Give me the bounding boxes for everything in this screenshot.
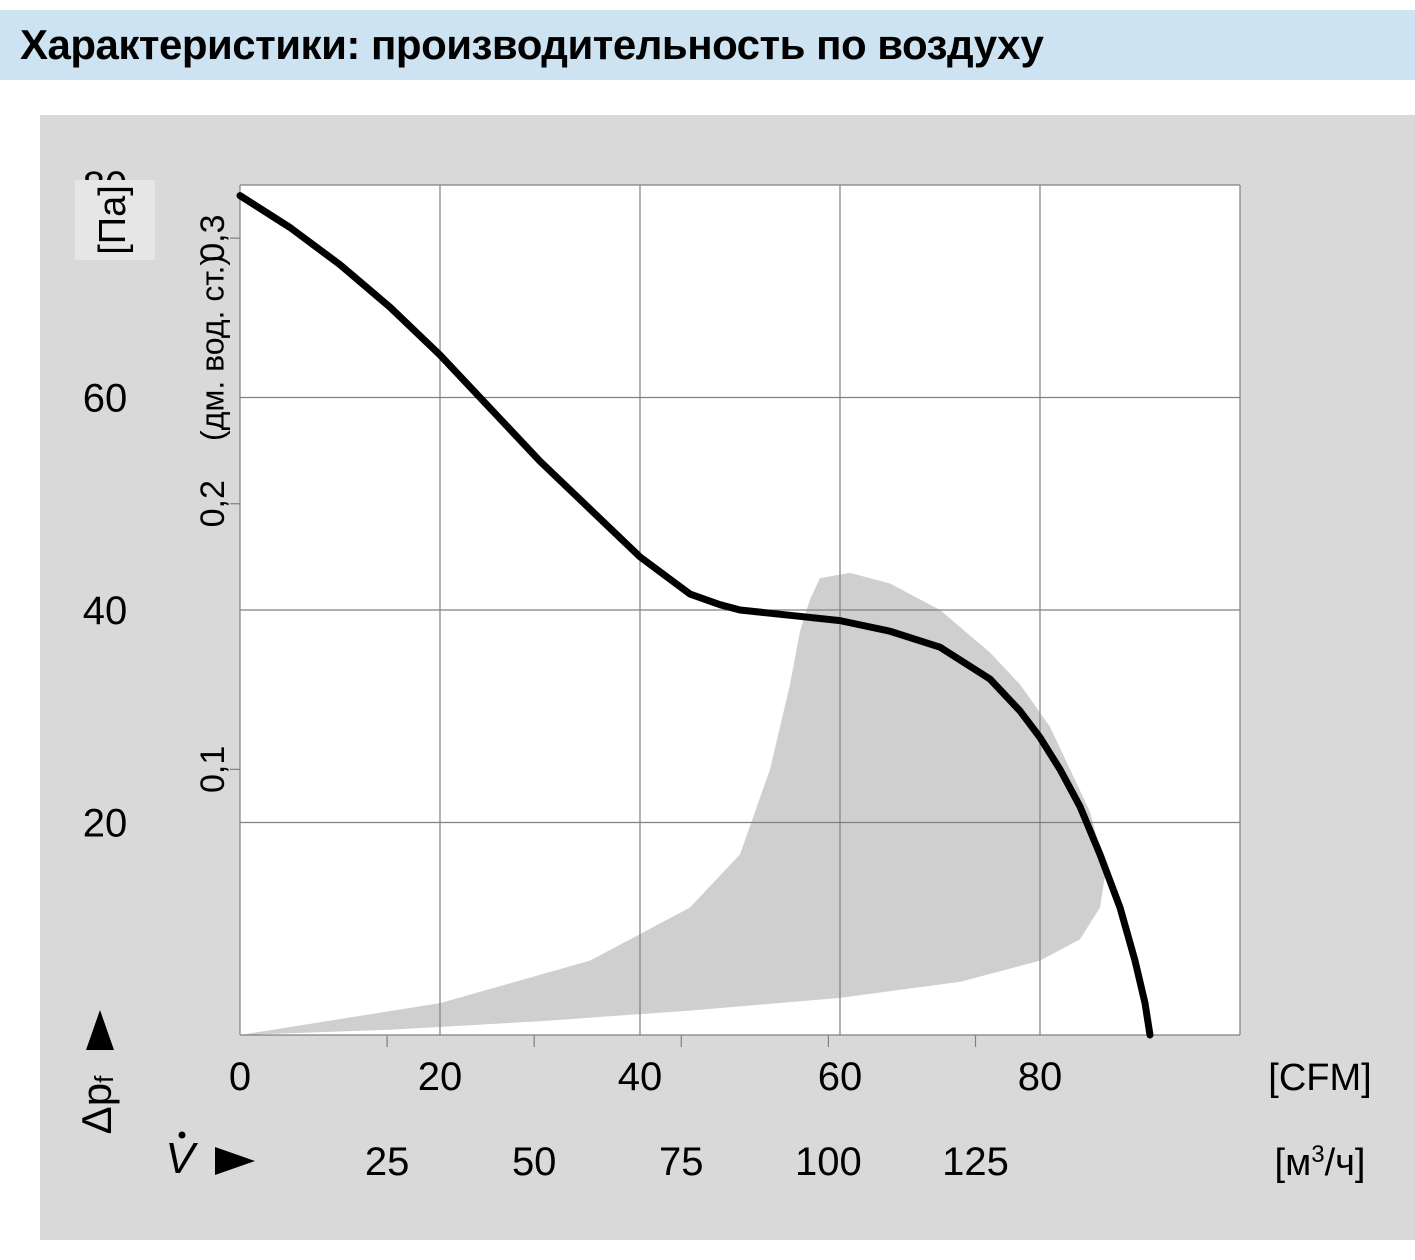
y-tick-label: 40 xyxy=(83,589,128,633)
section-title-text: Характеристики: производительность по во… xyxy=(20,21,1043,69)
y-tick-label: 60 xyxy=(83,377,128,421)
x-cfm-tick-label: 20 xyxy=(418,1055,463,1099)
x-cfm-tick-label: 0 xyxy=(229,1055,251,1099)
x-cfm-tick-label: 60 xyxy=(818,1055,863,1099)
y2-unit-label: (дм. вод. ст.) xyxy=(194,255,230,441)
x-cfm-tick-label: 80 xyxy=(1018,1055,1063,1099)
air-performance-chart: 20 40 60 80 [Па] 0,1 0,2 0,3(дм. вод. ст.) 0 20 40… xyxy=(40,115,1415,1240)
x-cfm-unit-label: [CFM] xyxy=(1268,1057,1371,1099)
x-m3h-tick-label: 25 xyxy=(365,1140,410,1184)
y-axis-name: Δpf xyxy=(73,1075,120,1134)
y2-tick-label: 0,3 xyxy=(194,214,232,261)
x-m3h-tick-label: 100 xyxy=(795,1140,862,1184)
x-axis-name-dot xyxy=(179,1132,186,1139)
x-axis-name: V xyxy=(165,1134,198,1183)
y-tick-label: 20 xyxy=(83,802,128,846)
x-m3h-tick-label: 50 xyxy=(512,1140,557,1184)
x-m3h-tick-label: 75 xyxy=(659,1140,704,1184)
y2-tick-label: 0,2 xyxy=(194,480,232,527)
x-m3h-tick-label: 125 xyxy=(942,1140,1009,1184)
y-unit-label: [Па] xyxy=(92,185,134,255)
x-cfm-tick-label: 40 xyxy=(618,1055,663,1099)
section-title: Характеристики: производительность по во… xyxy=(0,10,1415,80)
y2-tick-label: 0,1 xyxy=(194,746,232,793)
